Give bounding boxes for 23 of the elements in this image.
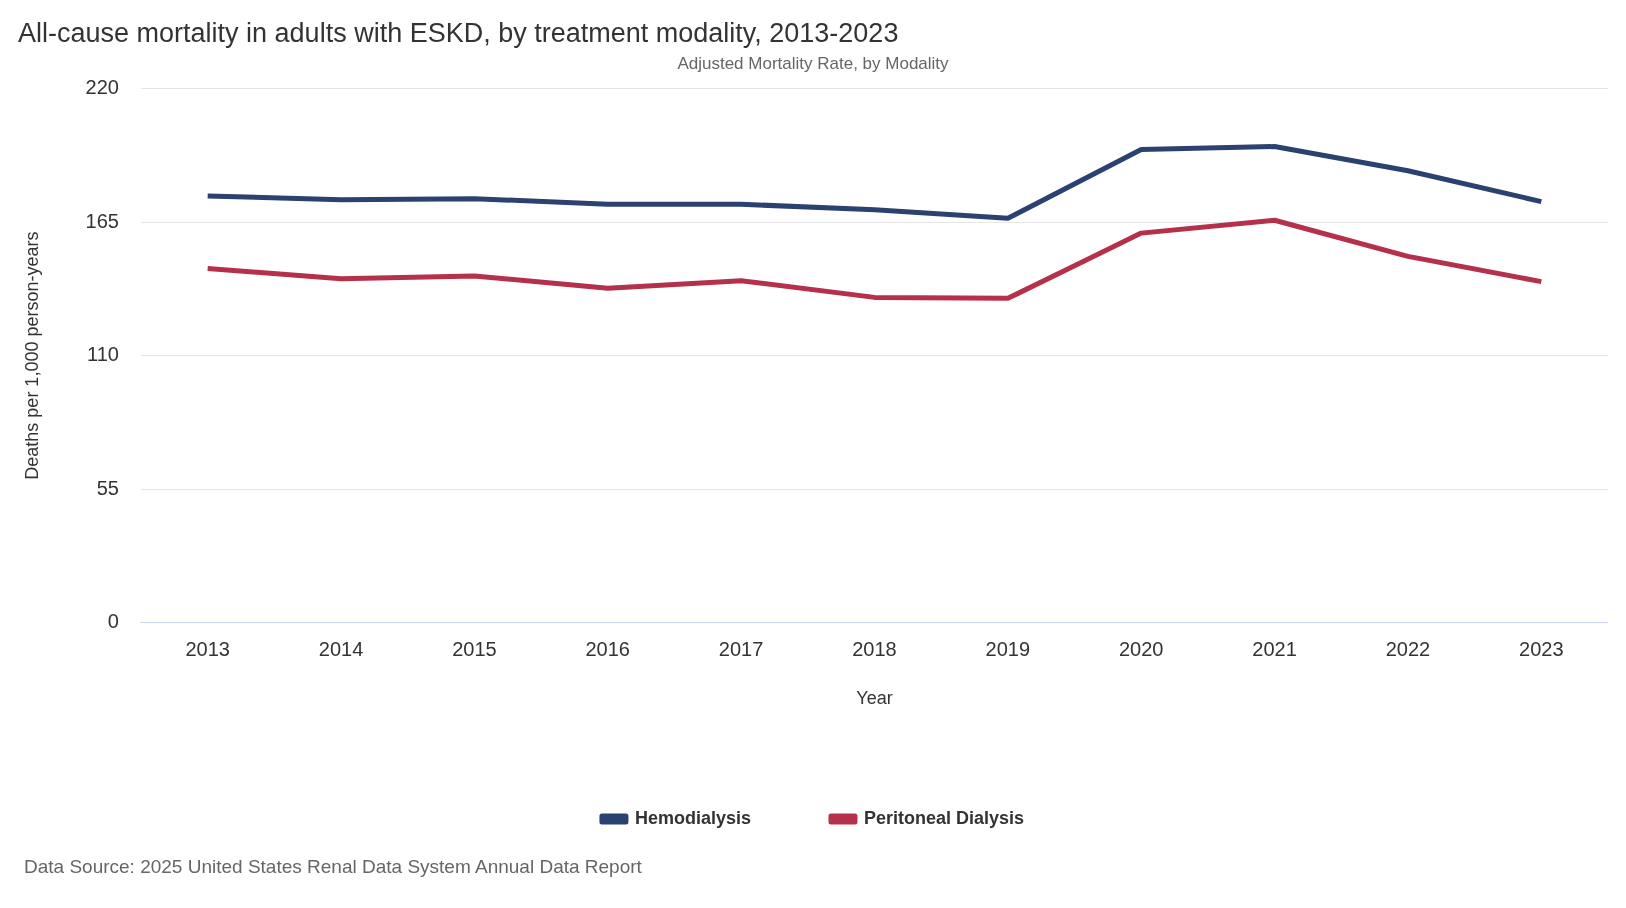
chart-title: All-cause mortality in adults with ESKD, by treatment modality, 2013-2023 bbox=[18, 17, 899, 48]
y-tick-label: 110 bbox=[87, 343, 119, 366]
x-tick-label: 2022 bbox=[1385, 637, 1431, 660]
chart-subtitle: Adjusted Mortality Rate, by Modality bbox=[677, 54, 950, 74]
y-tick-label: 220 bbox=[85, 76, 119, 99]
y-tick-label: 55 bbox=[96, 476, 119, 499]
x-tick-label: 2023 bbox=[1519, 637, 1564, 660]
y-tick-label: 0 bbox=[107, 609, 119, 632]
y-axis-title: Deaths per 1,000 person-years bbox=[21, 231, 42, 480]
legend-label: Hemodialysis bbox=[634, 807, 751, 828]
x-tick-label: 2020 bbox=[1118, 637, 1164, 660]
x-tick-label: 2019 bbox=[985, 637, 1031, 660]
x-tick-label: 2013 bbox=[185, 637, 230, 660]
source-note: Data Source: 2025 United States Renal Data System Annual Data Report bbox=[24, 856, 643, 878]
x-tick-label: 2016 bbox=[585, 637, 630, 660]
y-tick-label: 165 bbox=[85, 209, 119, 232]
x-tick-label: 2017 bbox=[718, 637, 764, 660]
x-tick-label: 2021 bbox=[1252, 637, 1297, 660]
x-tick-label: 2018 bbox=[852, 637, 897, 660]
legend-label: Peritoneal Dialysis bbox=[863, 807, 1025, 828]
x-axis-title: Year bbox=[856, 688, 893, 709]
x-tick-label: 2014 bbox=[318, 637, 364, 660]
x-tick-label: 2015 bbox=[452, 637, 497, 660]
